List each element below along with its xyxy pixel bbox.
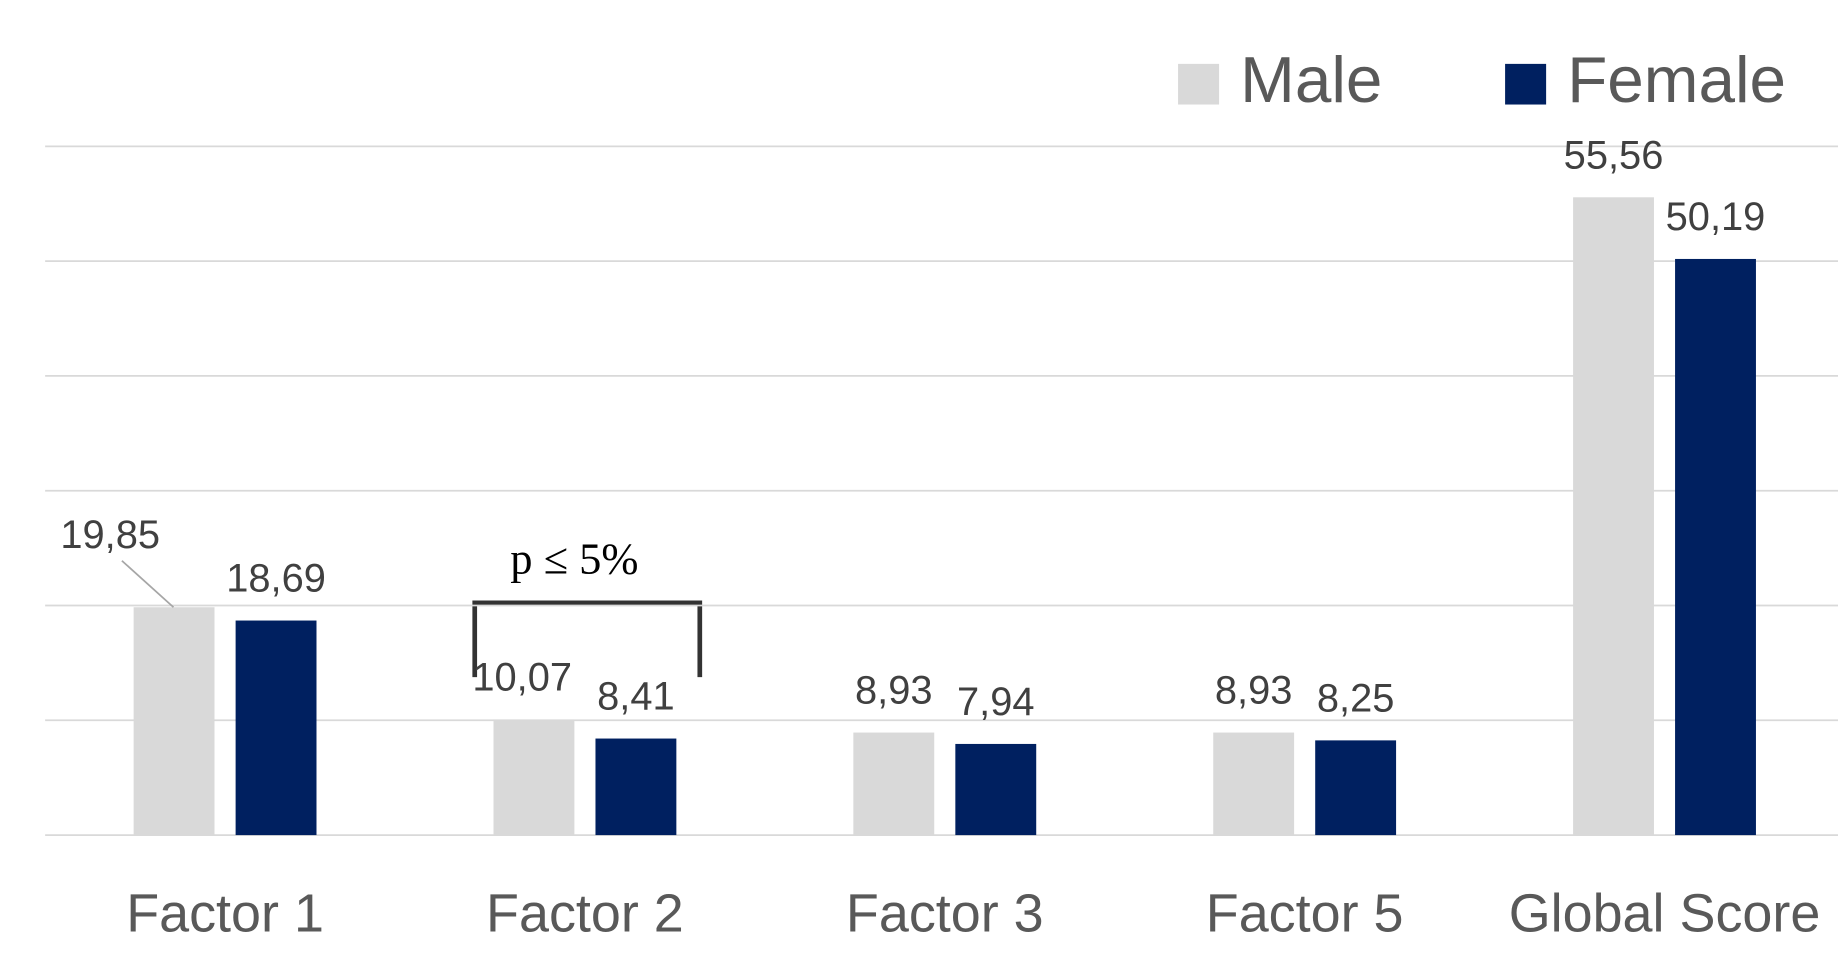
- value-label: 8,25: [1317, 676, 1395, 720]
- bar: [133, 607, 215, 836]
- leader-line: [121, 560, 175, 608]
- value-label: 7,94: [957, 680, 1035, 724]
- value-label: 10,07: [472, 656, 572, 700]
- bar: [595, 738, 677, 836]
- bar: [493, 719, 575, 836]
- value-label: 8,93: [855, 669, 933, 713]
- value-label: 18,69: [226, 557, 326, 601]
- bar: [1315, 740, 1397, 836]
- bar: [955, 743, 1037, 836]
- legend-swatch: [1505, 63, 1547, 105]
- bar: [853, 732, 935, 836]
- x-tick-label: Factor 5: [1206, 884, 1404, 944]
- significance-bracket: [472, 600, 703, 678]
- value-label: 8,41: [597, 675, 675, 719]
- legend-label: Female: [1567, 43, 1786, 116]
- bar: [235, 620, 317, 836]
- legend-swatch: [1178, 63, 1220, 105]
- x-tick-label: Factor 3: [846, 884, 1044, 944]
- x-tick-label: Global Score: [1509, 884, 1821, 944]
- x-tick-label: Factor 2: [486, 884, 684, 944]
- x-tick-label: Factor 1: [126, 884, 324, 944]
- bar: [1573, 197, 1654, 836]
- bar: [1213, 732, 1295, 836]
- value-label: 19,85: [60, 513, 160, 557]
- bar: [1675, 258, 1756, 836]
- value-label: 8,93: [1215, 669, 1293, 713]
- annotation: p ≤ 5%: [510, 534, 638, 584]
- legend-label: Male: [1240, 43, 1382, 116]
- value-label: 55,56: [1564, 133, 1664, 177]
- value-label: 50,19: [1666, 195, 1766, 239]
